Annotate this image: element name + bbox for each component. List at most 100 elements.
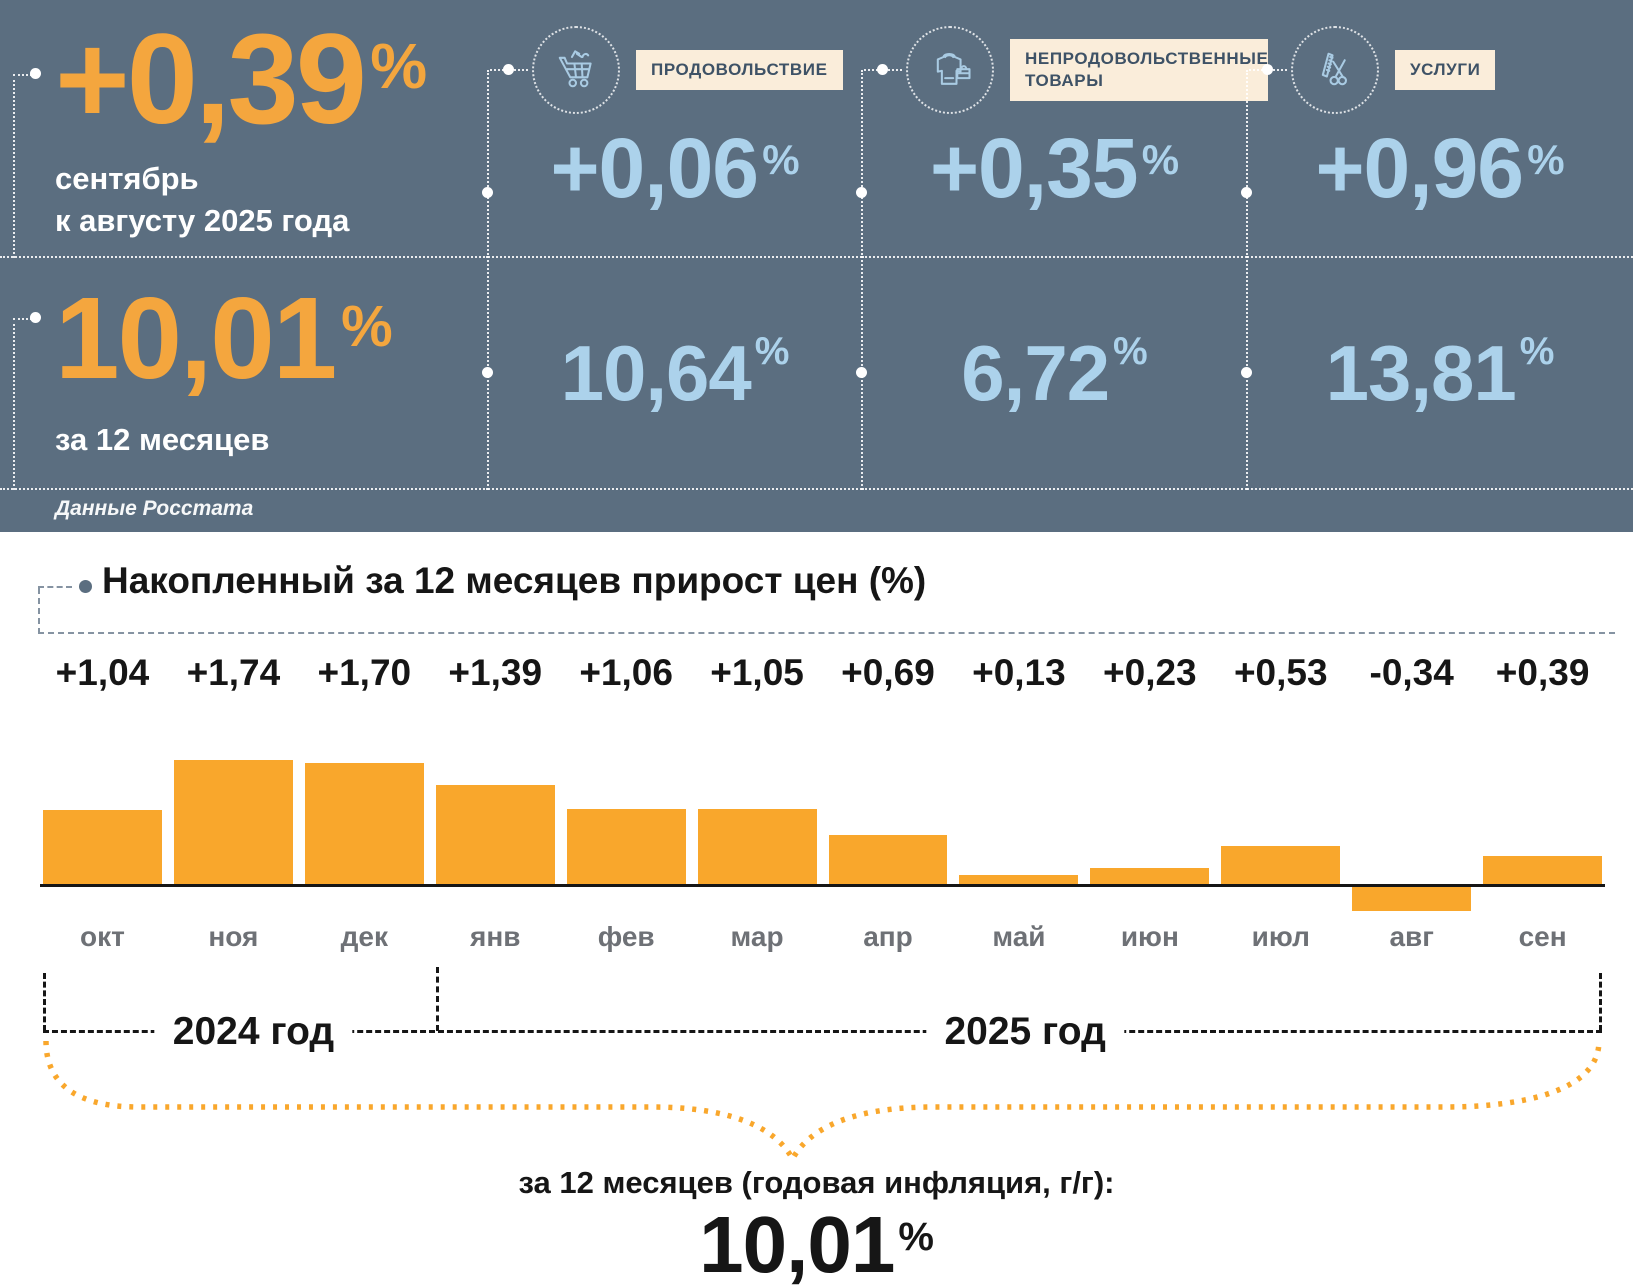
annual-total-caption: за 12 месяцев (годовая инфляция, г/г):: [518, 1165, 1115, 1200]
month-label: июл: [1251, 921, 1310, 952]
bar-cells: +1,04 окт +1,74 ноя +1,70 дек +1,39 янв +1,06 фев…: [40, 650, 1605, 953]
bar: [1352, 887, 1472, 912]
data-source: Данные Росстата: [55, 497, 254, 520]
bar-value-label: +1,39: [448, 652, 543, 693]
category-nonfood-monthly: НЕПРОДОВОЛЬСТВЕННЫЕ ТОВАРЫ +0,35%: [856, 0, 1268, 258]
annual-inflation-headline: 10,01%: [55, 273, 393, 403]
bar-chart: +1,04 окт +1,74 ноя +1,70 дек +1,39 янв +1,06 фев…: [40, 650, 1605, 953]
bar: [697, 809, 817, 884]
category-nonfood-annual: 6,72%: [856, 256, 1247, 490]
x-axis-line: [40, 884, 1605, 887]
annual-total-value: 10,01%: [699, 1200, 934, 1285]
connector-dot: [30, 68, 41, 79]
food-annual-value: 10,64%: [560, 328, 790, 417]
bar-cell-авг: -0,34 авг: [1349, 650, 1474, 953]
bar-cell-ноя: +1,74 ноя: [171, 650, 296, 953]
bar-value-label: -0,34: [1369, 652, 1454, 693]
brace-curve: [43, 1040, 1602, 1165]
month-label: сен: [1518, 921, 1567, 952]
food-icon-circle: [532, 26, 620, 114]
bar: [304, 763, 424, 884]
annual-period-label: за 12 месяцев: [55, 422, 270, 457]
bar-value-label: +1,04: [55, 652, 150, 693]
month-label: ноя: [208, 921, 259, 952]
bar-cell-апр: +0,69 апр: [826, 650, 951, 953]
bar-cell-июл: +0,53 июл: [1218, 650, 1343, 953]
month-label: окт: [80, 921, 125, 952]
nonfood-monthly-value: +0,35%: [929, 121, 1180, 215]
percent-sign: %: [754, 329, 790, 373]
bar-value-label: +0,13: [972, 652, 1066, 693]
summary-panel: +0,39% сентябрь к августу 2025 года ПРОД…: [0, 0, 1633, 532]
monthly-inflation-headline: +0,39%: [55, 8, 428, 151]
connector-dot: [1262, 64, 1273, 75]
category-food-annual: 10,64%: [482, 256, 862, 490]
chart-title-block: Накопленный за 12 месяцев прирост цен (%…: [0, 546, 1633, 634]
clothing-bag-icon: [936, 52, 971, 85]
year-2024-label: 2024 год: [154, 1011, 353, 1053]
category-food-header: ПРОДОВОЛЬСТВИЕ: [488, 0, 862, 114]
percent-sign: %: [1113, 329, 1148, 373]
bar-value-label: +1,05: [710, 652, 804, 693]
bar-value-label: +0,53: [1233, 652, 1328, 693]
bar: [1221, 846, 1341, 884]
bar-cell-сен: +0,39 сен: [1480, 650, 1605, 953]
chart-title: Накопленный за 12 месяцев прирост цен (%…: [102, 560, 927, 601]
bar-cell-май: +0,13 май: [956, 650, 1081, 953]
year-bracket: 2024 год 2025 год: [43, 967, 1602, 1053]
separator-dot: [1241, 187, 1252, 198]
month-label: дек: [340, 921, 388, 952]
dotted-separator: [861, 70, 863, 258]
percent-sign: %: [370, 29, 428, 102]
annual-total-brace: [43, 1039, 1602, 1165]
shopping-cart-icon: [558, 50, 592, 88]
dotted-connector: [13, 318, 32, 320]
month-label: апр: [863, 921, 913, 952]
bar-value-label: +0,23: [1103, 652, 1197, 693]
services-annual-value: 13,81%: [1325, 328, 1555, 417]
connector-dot: [503, 64, 514, 75]
percent-sign: %: [762, 135, 800, 183]
bar: [828, 835, 948, 884]
dotted-connector: [13, 324, 15, 490]
separator-dot: [1241, 367, 1252, 378]
bar-value-label: +1,74: [186, 652, 281, 693]
bar: [1483, 856, 1603, 884]
bar-value-label: +0,39: [1495, 652, 1590, 693]
dashed-decor: [38, 586, 72, 588]
services-monthly-value: +0,96%: [1315, 121, 1565, 215]
bar-value-label: +0,69: [841, 652, 935, 693]
month-label: янв: [469, 921, 521, 952]
category-nonfood-label: НЕПРОДОВОЛЬСТВЕННЫЕ ТОВАРЫ: [1010, 38, 1268, 102]
bar: [435, 785, 555, 884]
month-label: май: [992, 921, 1046, 952]
bar: [959, 874, 1079, 884]
title-bullet: [79, 580, 92, 593]
bracket-left-tick: [43, 973, 46, 1031]
bar: [566, 808, 686, 884]
dashed-decor: [38, 632, 1615, 634]
percent-sign: %: [898, 1215, 934, 1259]
category-nonfood-header: НЕПРОДОВОЛЬСТВЕННЫЕ ТОВАРЫ: [862, 0, 1268, 114]
category-services-header: УСЛУГИ: [1247, 0, 1633, 114]
year-2025-label: 2025 год: [926, 1011, 1124, 1053]
separator-dot: [856, 367, 867, 378]
category-services-label: УСЛУГИ: [1395, 49, 1496, 91]
bar-cell-фев: +1,06 фев: [564, 650, 689, 953]
category-food-label: ПРОДОВОЛЬСТВИЕ: [636, 49, 843, 91]
percent-sign: %: [1527, 135, 1565, 183]
percent-sign: %: [1519, 329, 1555, 373]
month-label: мар: [730, 921, 784, 952]
dotted-connector: [13, 80, 15, 258]
bar: [43, 810, 162, 884]
dotted-connector: [13, 74, 32, 76]
annual-inflation-cell: 10,01% за 12 месяцев: [0, 258, 488, 490]
bar: [173, 760, 293, 884]
bar: [1090, 867, 1210, 884]
bracket-year-divider: [435, 967, 439, 1031]
percent-sign: %: [1141, 135, 1180, 183]
bracket-line: [43, 1030, 1602, 1033]
headline-cell: +0,39% сентябрь к августу 2025 года: [0, 0, 488, 258]
bracket-right-tick: [1599, 973, 1602, 1031]
category-services-annual: 13,81%: [1241, 256, 1633, 490]
